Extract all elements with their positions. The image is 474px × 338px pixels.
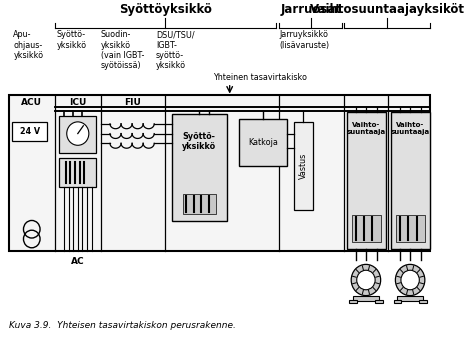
Text: AC: AC xyxy=(71,257,84,266)
Text: ACU: ACU xyxy=(21,98,42,107)
Bar xyxy=(183,194,216,214)
Text: Vastus: Vastus xyxy=(299,153,308,179)
Text: Kuva 3.9.  Yhteisen tasavirtakiskon perusrakenne.: Kuva 3.9. Yhteisen tasavirtakiskon perus… xyxy=(9,321,236,330)
Bar xyxy=(59,158,96,187)
Circle shape xyxy=(357,270,375,290)
Text: ICU: ICU xyxy=(69,98,86,107)
Text: Syöttö-
yksikkö: Syöttö- yksikkö xyxy=(182,131,216,151)
Bar xyxy=(172,114,227,221)
Circle shape xyxy=(67,122,89,145)
Text: DSU/TSU/
IGBT-
syöttö-
yksikkö: DSU/TSU/ IGBT- syöttö- yksikkö xyxy=(156,30,195,70)
Bar xyxy=(375,299,383,304)
Bar xyxy=(349,299,357,304)
Text: Apu-
ohjaus-
yksikkö: Apu- ohjaus- yksikkö xyxy=(13,30,44,60)
Bar xyxy=(12,122,47,141)
Bar xyxy=(239,119,287,166)
Bar xyxy=(9,95,430,251)
Text: Jarruosat: Jarruosat xyxy=(280,3,341,17)
Text: Katkoja: Katkoja xyxy=(248,138,278,147)
Bar xyxy=(391,112,430,249)
Circle shape xyxy=(401,270,419,290)
Bar xyxy=(346,112,386,249)
Text: Vaihtosuuntaajayksiköt: Vaihtosuuntaajayksiköt xyxy=(310,3,465,17)
Bar xyxy=(419,299,427,304)
Text: Vaihto-
suuntaaja: Vaihto- suuntaaja xyxy=(391,122,430,135)
Circle shape xyxy=(395,264,425,296)
Bar xyxy=(393,299,401,304)
Bar xyxy=(397,296,423,301)
Text: Syöttöyksikkö: Syöttöyksikkö xyxy=(119,3,212,17)
Text: Syöttö-
yksikkö: Syöttö- yksikkö xyxy=(56,30,87,49)
Text: 24 V: 24 V xyxy=(20,127,40,136)
Bar xyxy=(353,296,379,301)
Text: Jarruyksikkö
(lisävaruste): Jarruyksikkö (lisävaruste) xyxy=(279,30,329,49)
Bar xyxy=(396,215,425,242)
Text: Vaihto-
suuntaaja: Vaihto- suuntaaja xyxy=(347,122,386,135)
Bar xyxy=(352,215,381,242)
Bar xyxy=(294,122,312,210)
Text: FIU: FIU xyxy=(125,98,141,107)
Text: Yhteinen tasavirtakisko: Yhteinen tasavirtakisko xyxy=(213,73,307,82)
Bar xyxy=(59,116,96,153)
Circle shape xyxy=(351,264,381,296)
Text: Suodin-
yksikkö
(vain IGBT-
syötöissä): Suodin- yksikkö (vain IGBT- syötöissä) xyxy=(101,30,144,70)
